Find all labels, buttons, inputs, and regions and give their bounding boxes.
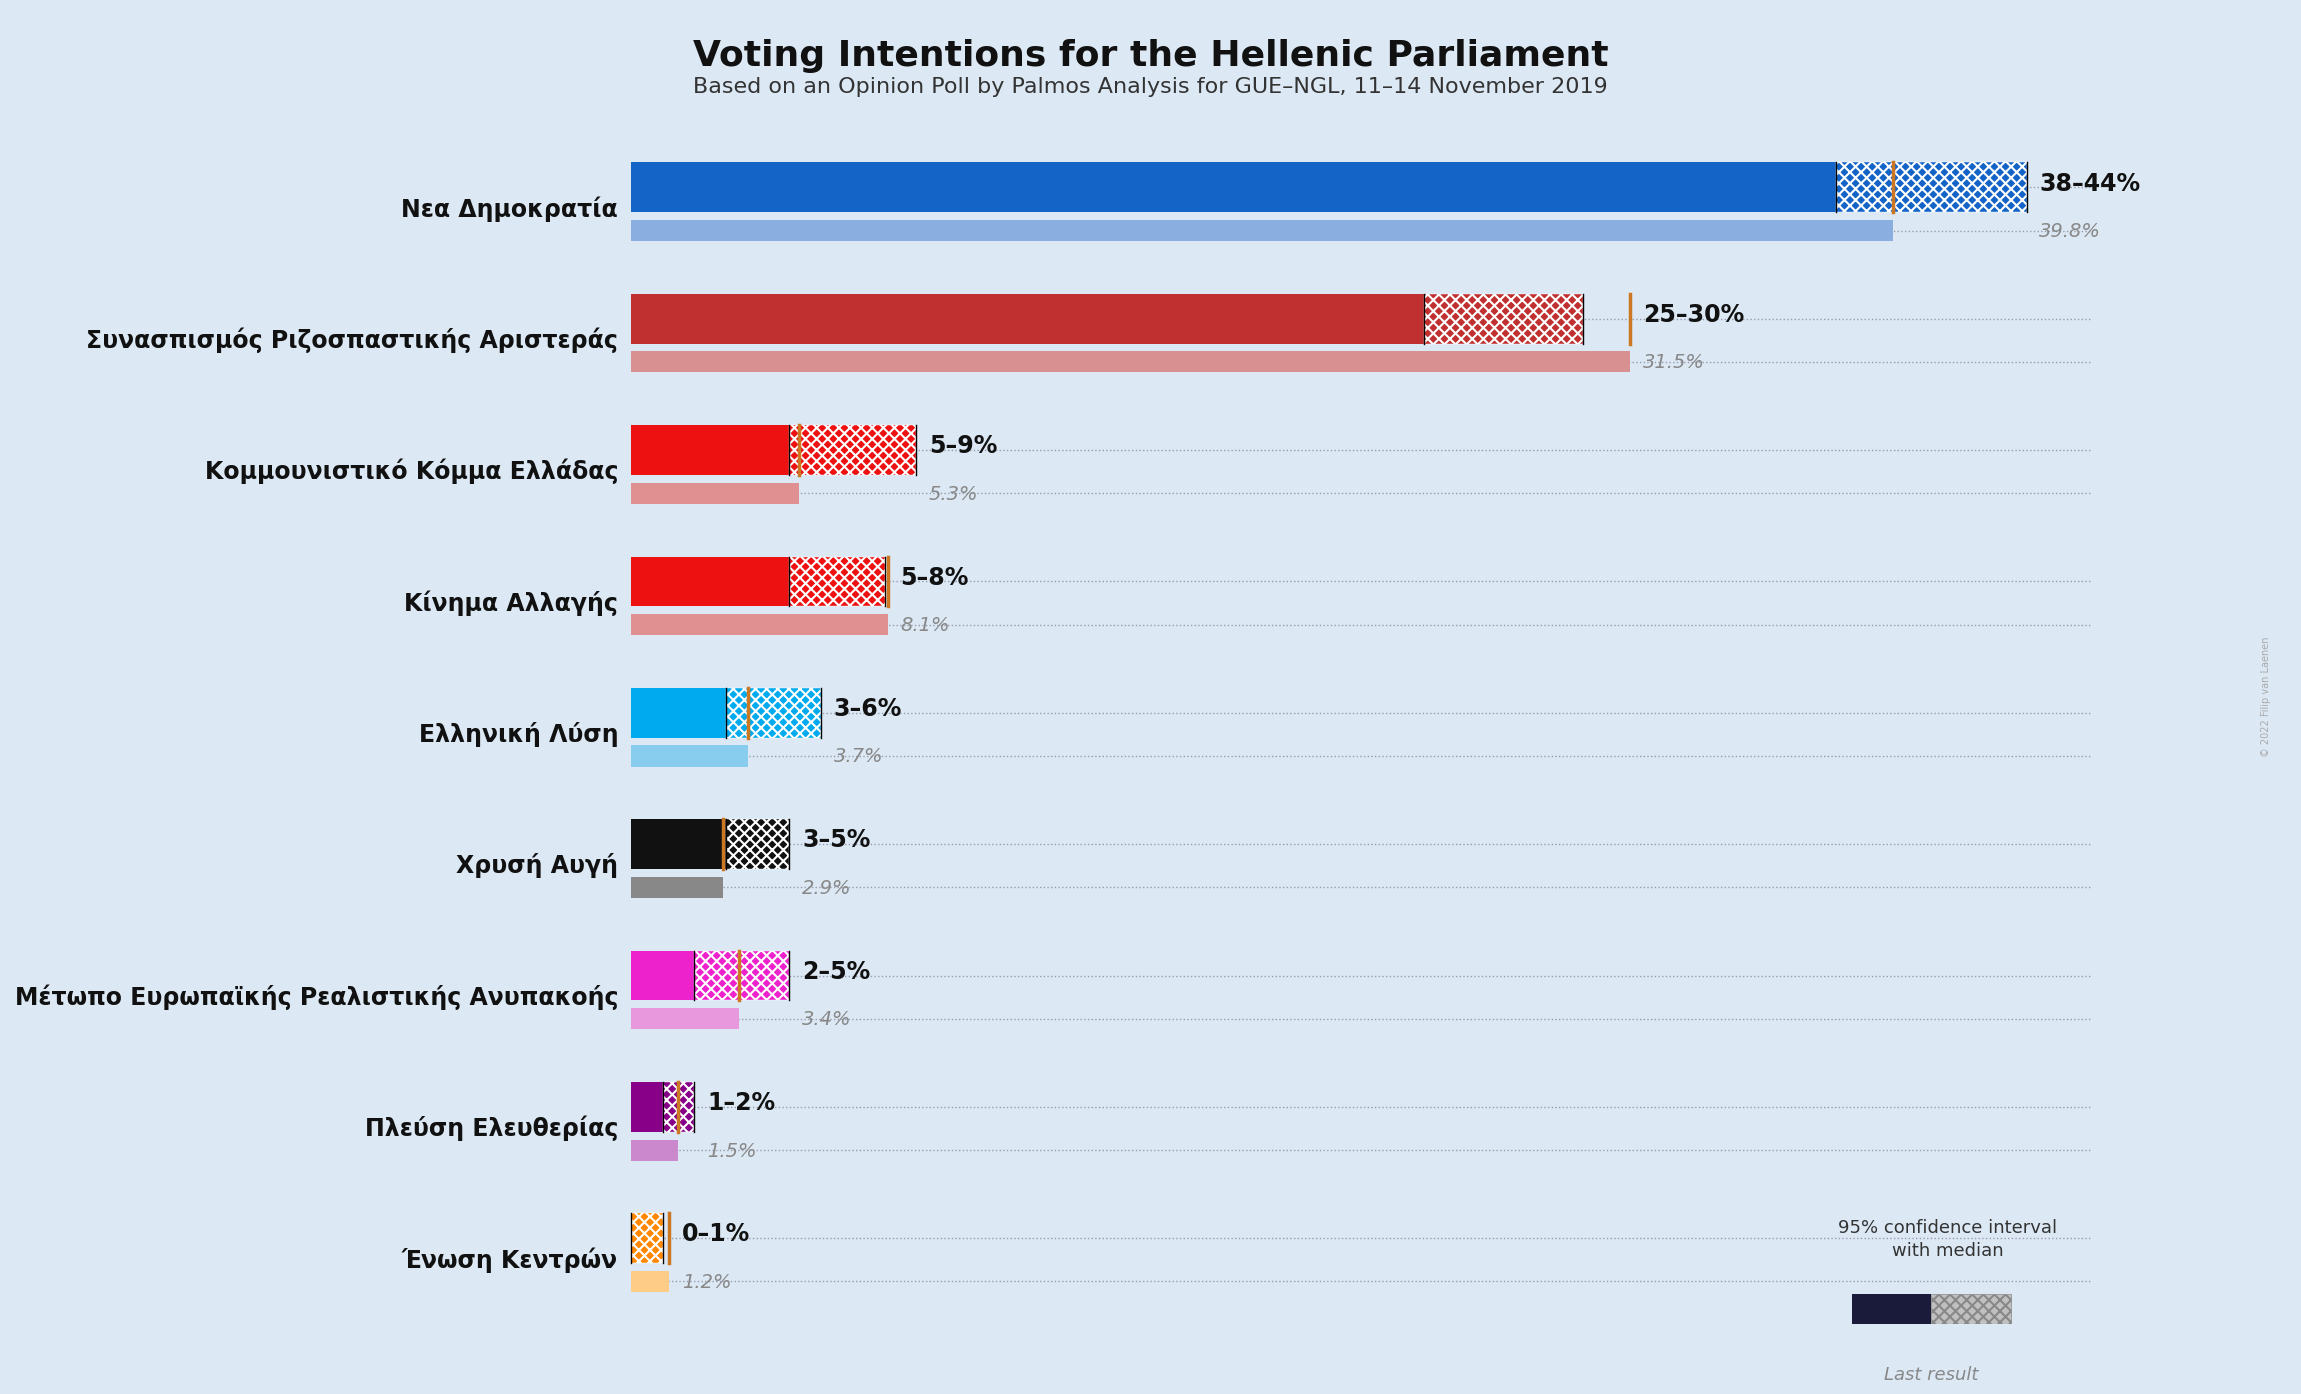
Text: 3–6%: 3–6%: [833, 697, 902, 721]
Bar: [789, 556, 884, 606]
Text: 31.5%: 31.5%: [1643, 353, 1705, 372]
Text: Voting Intentions for the Hellenic Parliament: Voting Intentions for the Hellenic Parli…: [693, 39, 1608, 72]
Bar: [630, 746, 748, 767]
Bar: [1852, 1294, 1931, 1347]
Text: Χρυσή Αυγή: Χρυσή Αυγή: [456, 853, 619, 878]
Bar: [1836, 163, 2027, 212]
Bar: [630, 615, 888, 636]
Bar: [630, 220, 1894, 241]
Text: 25–30%: 25–30%: [1643, 302, 1744, 328]
Text: Nεα Δημοκρατία: Nεα Δημοκρατία: [400, 197, 619, 222]
Bar: [630, 877, 723, 898]
Bar: [630, 1213, 663, 1263]
Text: 3.4%: 3.4%: [803, 1011, 851, 1029]
Text: Based on an Opinion Poll by Palmos Analysis for GUE–NGL, 11–14 November 2019: Based on an Opinion Poll by Palmos Analy…: [693, 77, 1608, 96]
Text: 39.8%: 39.8%: [2039, 222, 2101, 241]
Text: 5–9%: 5–9%: [930, 435, 996, 459]
Bar: [630, 556, 789, 606]
Text: 2.9%: 2.9%: [803, 878, 851, 898]
Text: 5.3%: 5.3%: [930, 485, 978, 503]
Text: Μέτωπο Ευρωπαϊκής Ρεαλιστικής Ανυπακοής: Μέτωπο Ευρωπαϊκής Ρεαλιστικής Ανυπακοής: [14, 984, 619, 1009]
Bar: [1424, 294, 1583, 344]
Bar: [630, 820, 727, 868]
Text: Last result: Last result: [1885, 1366, 1979, 1384]
Text: 38–44%: 38–44%: [2039, 171, 2140, 195]
Text: 1–2%: 1–2%: [706, 1092, 775, 1115]
Text: © 2022 Filip van Laenen: © 2022 Filip van Laenen: [2262, 637, 2271, 757]
Bar: [630, 1139, 679, 1161]
Bar: [1931, 1294, 2011, 1347]
Text: 5–8%: 5–8%: [900, 566, 969, 590]
Bar: [663, 1082, 695, 1132]
Text: Ελληνική Λύση: Ελληνική Λύση: [419, 722, 619, 747]
Bar: [789, 425, 916, 475]
Bar: [630, 163, 1836, 212]
Bar: [630, 294, 1424, 344]
Text: Πλεύση Ελευθερίας: Πλεύση Ελευθερίας: [366, 1115, 619, 1142]
Text: 2–5%: 2–5%: [803, 959, 870, 984]
Text: 3–5%: 3–5%: [803, 828, 870, 852]
Text: 1.2%: 1.2%: [681, 1273, 732, 1292]
Text: Κομμουνιστικό Κόμμα Ελλάδας: Κομμουνιστικό Κόμμα Ελλάδας: [205, 459, 619, 485]
Bar: [630, 687, 727, 737]
Bar: [630, 951, 695, 1001]
Bar: [695, 951, 789, 1001]
Text: 3.7%: 3.7%: [833, 747, 884, 767]
Bar: [630, 1008, 739, 1029]
Bar: [630, 1082, 663, 1132]
Text: Συνασπισμός Ριζοσπαστικής Αριστεράς: Συνασπισμός Ριζοσπαστικής Αριστεράς: [85, 328, 619, 353]
Bar: [727, 687, 821, 737]
Bar: [630, 351, 1629, 372]
Text: 0–1%: 0–1%: [681, 1223, 750, 1246]
Text: 95% confidence interval
with median: 95% confidence interval with median: [1838, 1218, 2057, 1260]
Bar: [630, 482, 798, 503]
Text: Κίνημα Αλλαγής: Κίνημα Αλλαγής: [405, 590, 619, 616]
Bar: [727, 820, 789, 868]
Text: Ένωση Κεντρών: Ένωση Κεντρών: [403, 1248, 619, 1273]
Bar: [630, 425, 789, 475]
Text: 8.1%: 8.1%: [900, 616, 950, 636]
Text: 1.5%: 1.5%: [706, 1142, 757, 1161]
Bar: [630, 1271, 670, 1292]
